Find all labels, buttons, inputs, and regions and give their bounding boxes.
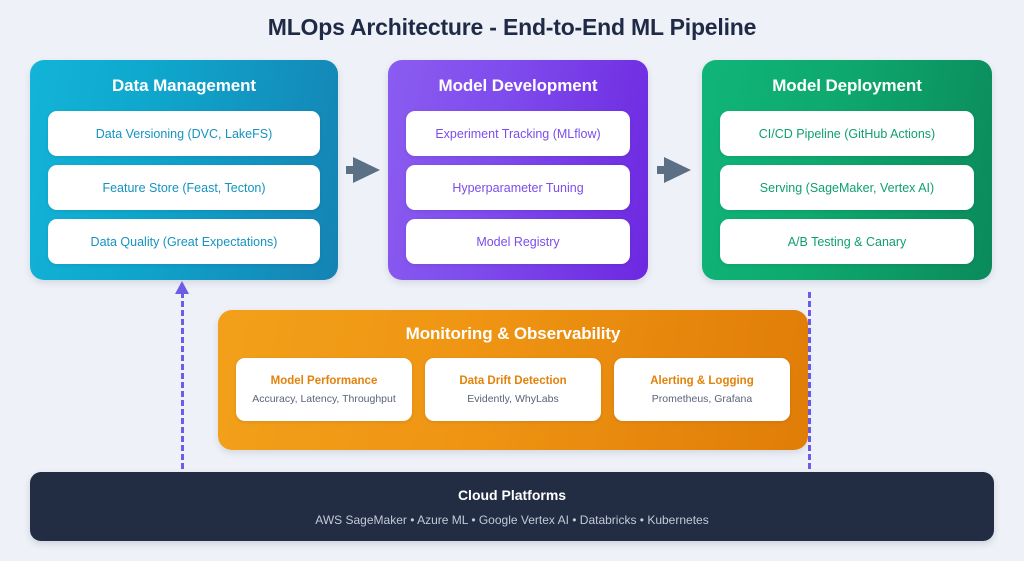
pillar-item-card[interactable]: A/B Testing & Canary — [720, 219, 974, 264]
monitor-card[interactable]: Data Drift Detection Evidently, WhyLabs — [425, 358, 601, 421]
pillar-title: Data Management — [112, 76, 256, 95]
pillar-item-card[interactable]: Feature Store (Feast, Tecton) — [48, 165, 320, 210]
monitoring-title: Monitoring & Observability — [405, 324, 621, 343]
page-title: MLOps Architecture - End-to-End ML Pipel… — [267, 14, 757, 40]
monitor-card-title: Alerting & Logging — [650, 374, 754, 387]
monitor-card[interactable]: Alerting & Logging Prometheus, Grafana — [614, 358, 790, 421]
feedback-line-right — [808, 292, 811, 478]
arrow-tail — [657, 166, 666, 174]
cloud-platforms-title: Cloud Platforms — [457, 486, 567, 503]
cloud-platforms-footer: Cloud Platforms AWS SageMaker • Azure ML… — [30, 472, 994, 541]
pillar-item-card[interactable]: Data Quality (Great Expectations) — [48, 219, 320, 264]
monitor-card-title: Data Drift Detection — [459, 374, 567, 387]
pillar-data-management: Data Management Data Versioning (DVC, La… — [30, 60, 338, 280]
monitor-card[interactable]: Model Performance Accuracy, Latency, Thr… — [236, 358, 412, 421]
pillar-model-deployment: Model Deployment CI/CD Pipeline (GitHub … — [702, 60, 992, 280]
pillar-item-card[interactable]: Serving (SageMaker, Vertex AI) — [720, 165, 974, 210]
monitoring-cards: Model Performance Accuracy, Latency, Thr… — [236, 358, 790, 421]
pillar-item-card[interactable]: Data Versioning (DVC, LakeFS) — [48, 111, 320, 156]
arrow-head — [353, 157, 380, 183]
monitoring-band: Monitoring & Observability Model Perform… — [218, 310, 808, 450]
pillar-item-card[interactable]: Model Registry — [406, 219, 630, 264]
monitor-card-title: Model Performance — [270, 374, 378, 387]
monitor-card-subtitle: Evidently, WhyLabs — [467, 392, 559, 405]
monitor-card-subtitle: Prometheus, Grafana — [651, 392, 753, 405]
pillar-item-card[interactable]: Hyperparameter Tuning — [406, 165, 630, 210]
cloud-platforms-list: AWS SageMaker • Azure ML • Google Vertex… — [315, 512, 709, 527]
monitor-card-subtitle: Accuracy, Latency, Throughput — [252, 392, 396, 405]
feedback-line-left — [181, 292, 184, 478]
pillar-title: Model Development — [438, 76, 598, 95]
arrow-head — [664, 157, 691, 183]
flow-arrow-right-icon — [657, 157, 691, 183]
feedback-arrow-up-icon — [175, 281, 189, 294]
pillar-model-development: Model Development Experiment Tracking (M… — [388, 60, 648, 280]
flow-arrow-right-icon — [346, 157, 380, 183]
pillar-item-card[interactable]: Experiment Tracking (MLflow) — [406, 111, 630, 156]
pillar-item-card[interactable]: CI/CD Pipeline (GitHub Actions) — [720, 111, 974, 156]
pillar-title: Model Deployment — [772, 76, 922, 95]
arrow-tail — [346, 166, 355, 174]
